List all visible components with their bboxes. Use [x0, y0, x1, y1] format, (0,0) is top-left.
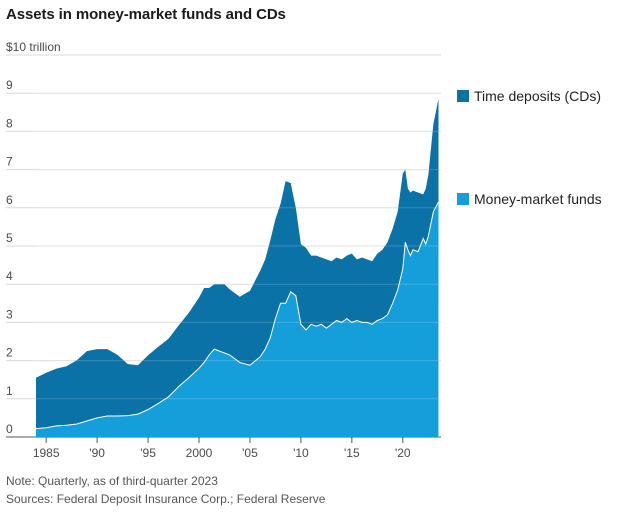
chart-note: Note: Quarterly, as of third-quarter 202… [6, 474, 218, 488]
y-tick-label: 1 [6, 384, 13, 398]
y-tick-label: 3 [6, 307, 13, 321]
x-tick-label: '05 [242, 446, 258, 460]
y-tick-label: 6 [6, 193, 13, 207]
boundary-lines [35, 201, 439, 430]
y-tick-label: 2 [6, 346, 13, 360]
y-tick-label: 4 [6, 269, 13, 283]
legend-swatch [457, 90, 469, 102]
stacked-areas [36, 92, 441, 437]
x-axis-ticks: 1985 '90 '95 2000 '05 '10 '15 '20 [33, 437, 411, 460]
y-tick-label: 9 [6, 78, 13, 92]
x-tick-label: 1985 [33, 446, 60, 460]
legend-label: Money-market funds [474, 191, 602, 207]
y-axis-ticks: 0 1 2 3 4 5 6 7 8 9 $10 trillion [6, 40, 61, 436]
money-market-area [36, 202, 439, 437]
x-tick-label: '90 [89, 446, 105, 460]
money-market-line [35, 201, 439, 430]
time-deposits-area [36, 98, 439, 429]
y-tick-label: 7 [6, 155, 13, 169]
x-tick-label: '10 [293, 446, 309, 460]
legend-swatch [457, 193, 469, 205]
x-tick-label: '15 [344, 446, 360, 460]
y-tick-label: $10 trillion [6, 40, 61, 54]
legend: Time deposits (CDs) Money-market funds [457, 88, 602, 207]
x-tick-label: '95 [140, 446, 156, 460]
legend-label: Time deposits (CDs) [474, 88, 601, 104]
y-tick-label: 5 [6, 231, 13, 245]
y-tick-label: 8 [6, 116, 13, 130]
y-tick-label: 0 [6, 422, 13, 436]
chart-title: Assets in money-market funds and CDs [6, 6, 286, 23]
x-tick-label: 2000 [186, 446, 213, 460]
x-tick-label: '20 [395, 446, 411, 460]
chart-source: Sources: Federal Deposit Insurance Corp.… [6, 492, 326, 506]
